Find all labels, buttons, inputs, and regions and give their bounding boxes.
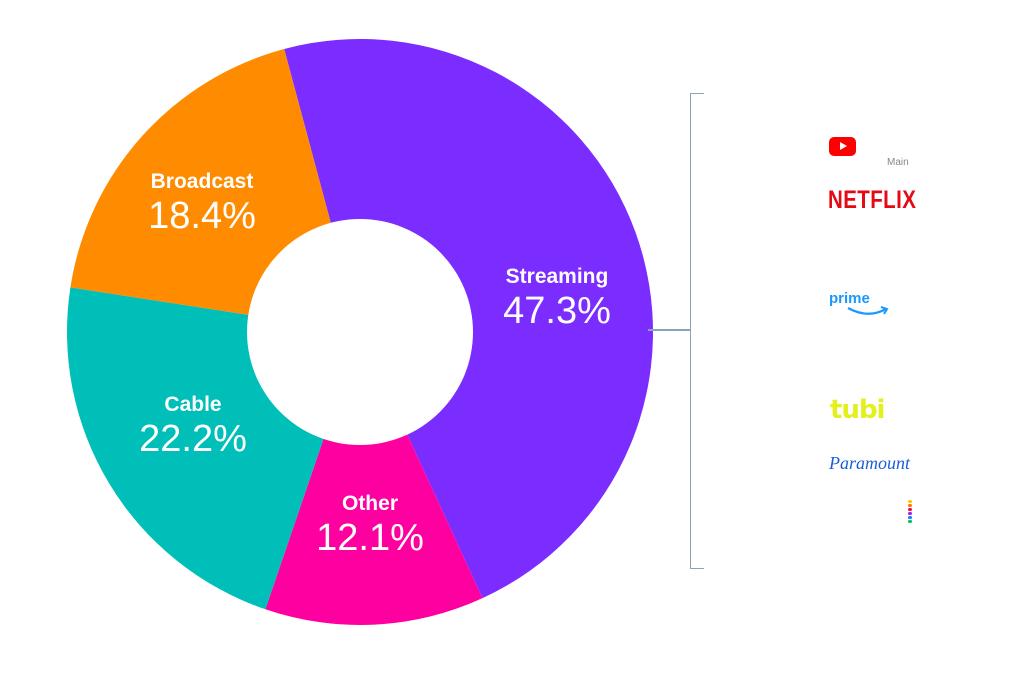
- slice-other: [265, 332, 483, 625]
- streaming-bracket: [690, 93, 704, 569]
- slice-value-streaming: 47.3%: [503, 290, 611, 332]
- tubi-logo: tubi: [830, 395, 885, 425]
- slice-label-broadcast: Broadcast: [151, 170, 254, 193]
- main-note: Main: [887, 157, 909, 168]
- slice-value-broadcast: 18.4%: [148, 195, 256, 237]
- paramount-logo: Paramount: [829, 453, 910, 473]
- prime-logo: prime: [829, 290, 870, 307]
- streaming-connector-line: [648, 329, 690, 331]
- donut-hole: [247, 219, 473, 445]
- slice-value-other: 12.1%: [316, 517, 424, 559]
- slice-label-streaming: Streaming: [506, 265, 609, 288]
- slice-label-other: Other: [342, 492, 398, 515]
- slice-label-cable: Cable: [164, 393, 221, 416]
- prime-smile-icon: [847, 306, 889, 315]
- peacock-dots-icon: [908, 500, 912, 526]
- slice-value-cable: 22.2%: [139, 418, 247, 460]
- netflix-logo: NETFLIX: [828, 186, 917, 214]
- youtube-play-icon: [829, 137, 856, 156]
